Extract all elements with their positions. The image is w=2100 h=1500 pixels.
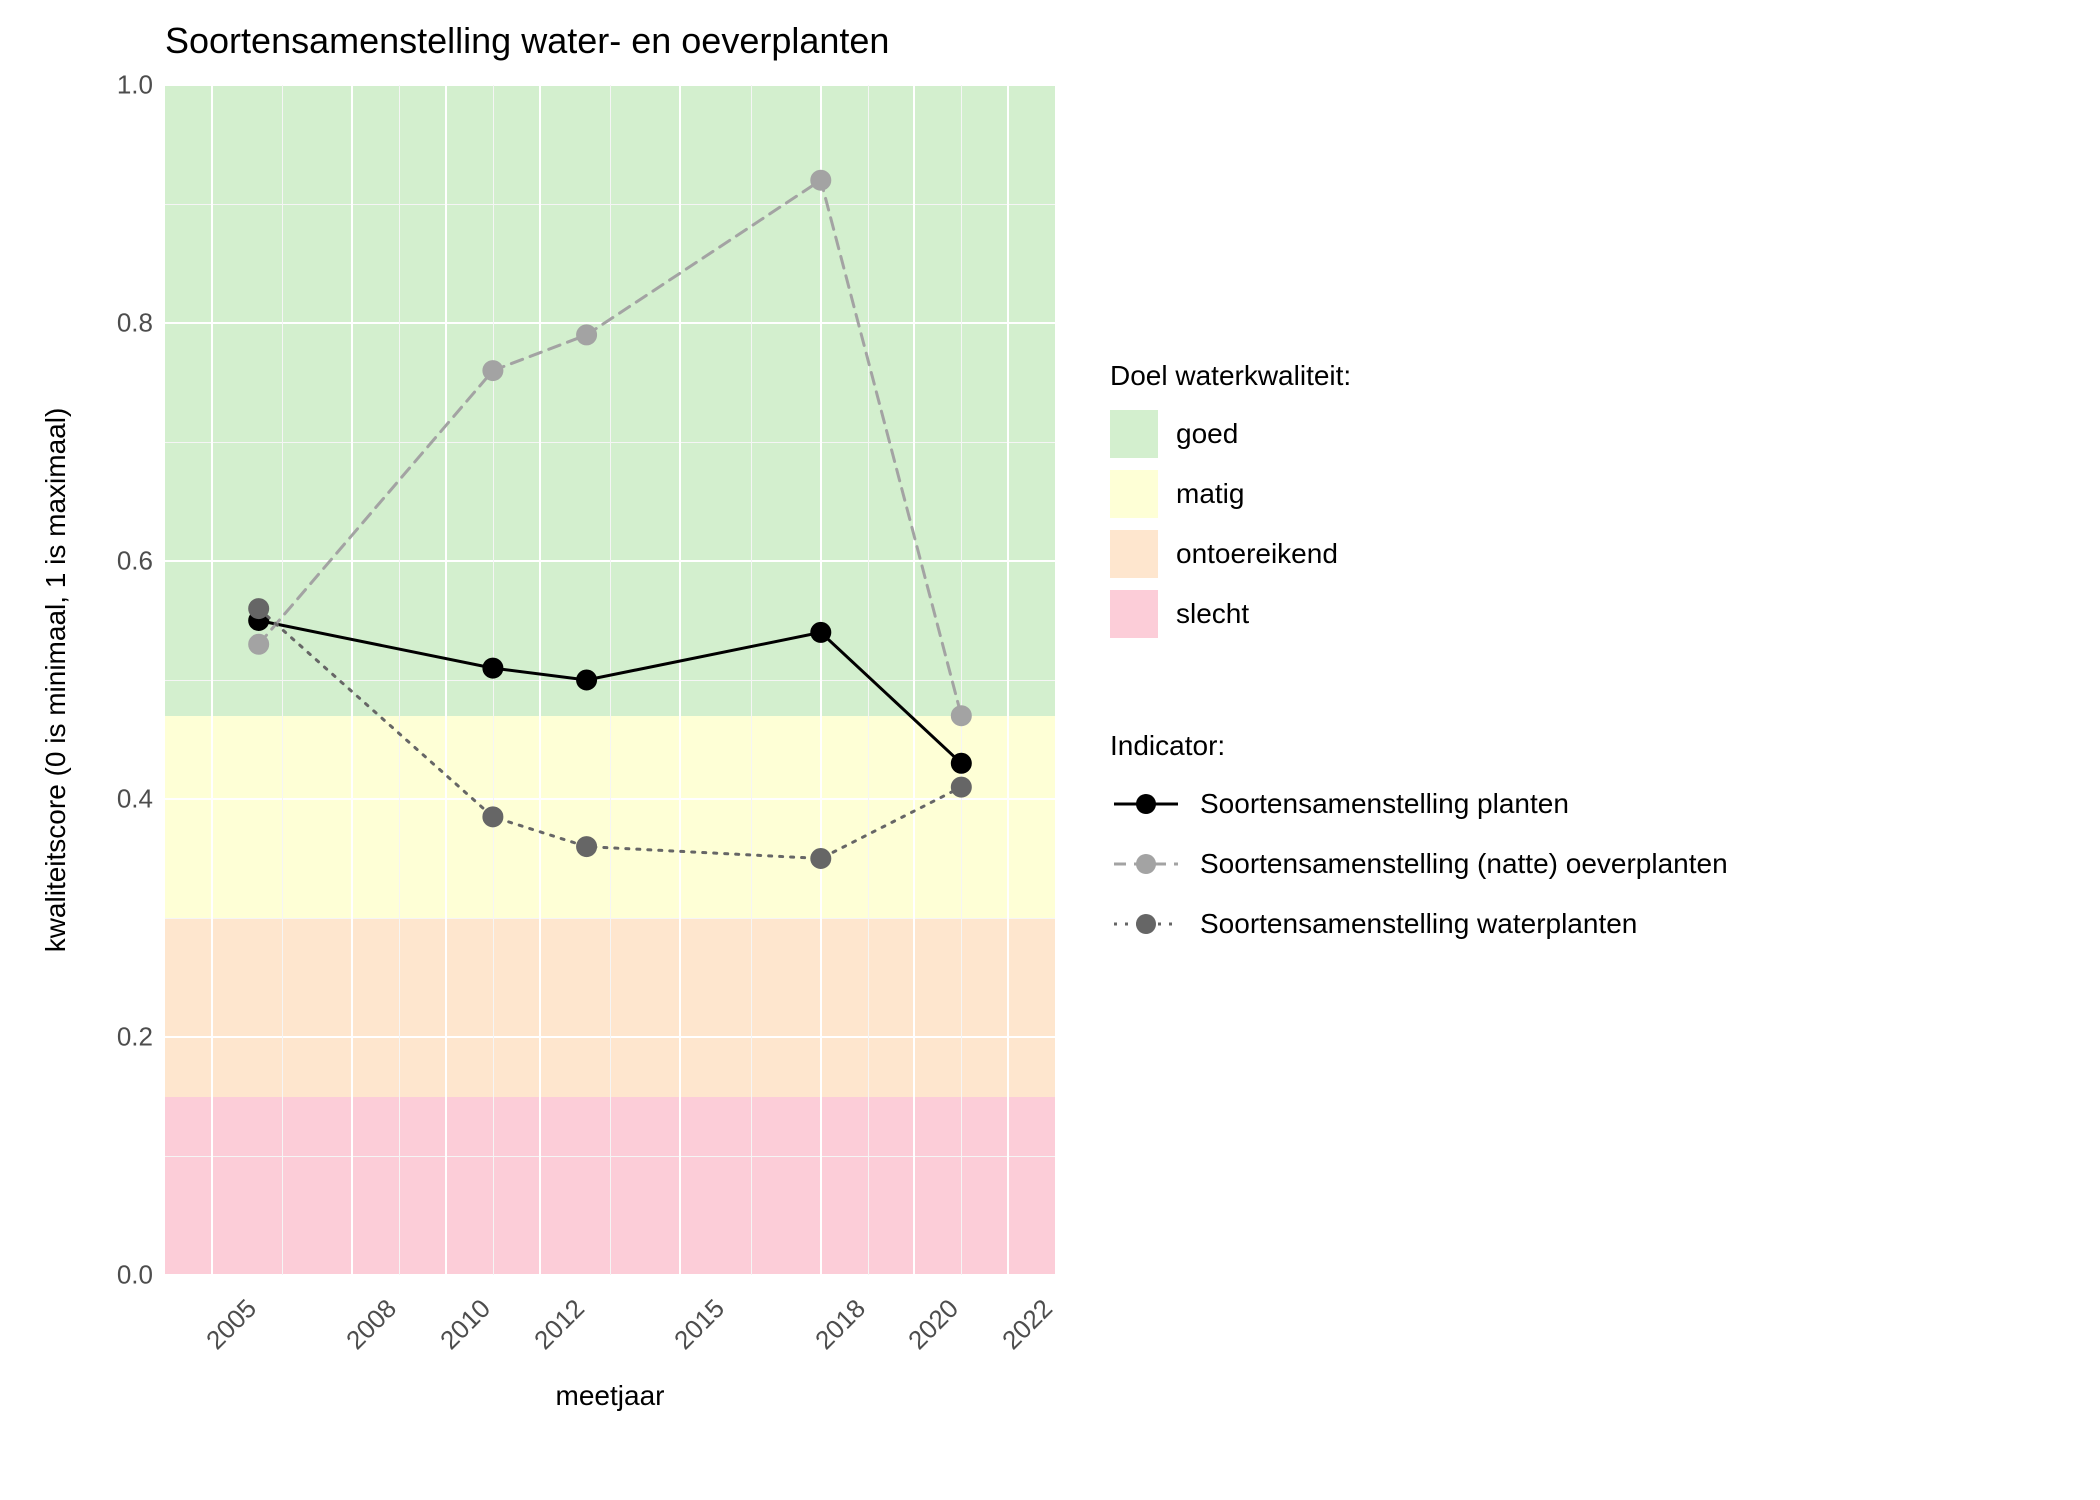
data-point — [951, 753, 971, 773]
legend-label: ontoereikend — [1176, 538, 1338, 570]
x-tick-label: 2005 — [200, 1293, 263, 1356]
chart-container: Soortensamenstelling water- en oeverplan… — [0, 0, 2100, 1500]
y-tick-label: 0.2 — [117, 1022, 153, 1053]
x-axis-label: meetjaar — [556, 1380, 665, 1412]
legend-label: Soortensamenstelling (natte) oeverplante… — [1200, 848, 1728, 880]
data-point — [577, 837, 597, 857]
legend-swatch — [1110, 590, 1158, 638]
data-point — [249, 599, 269, 619]
plot-area: 0.00.20.40.60.81.02005200820102012201520… — [165, 85, 1055, 1275]
data-point — [483, 807, 503, 827]
chart-title: Soortensamenstelling water- en oeverplan… — [165, 20, 889, 62]
data-point — [811, 170, 831, 190]
data-point — [577, 325, 597, 345]
legend-item-band: goed — [1110, 410, 1351, 458]
chart-lines-svg — [165, 85, 1055, 1275]
legend-item-series: Soortensamenstelling planten — [1110, 780, 1728, 828]
data-point — [951, 777, 971, 797]
legend-label: matig — [1176, 478, 1244, 510]
legend-line-swatch — [1110, 840, 1182, 888]
x-tick-label: 2015 — [668, 1293, 731, 1356]
legend-label: Soortensamenstelling planten — [1200, 788, 1569, 820]
data-point — [483, 361, 503, 381]
legend-title-quality: Doel waterkwaliteit: — [1110, 360, 1351, 392]
y-tick-label: 0.6 — [117, 546, 153, 577]
data-point — [249, 634, 269, 654]
legend-label: slecht — [1176, 598, 1249, 630]
data-point — [811, 849, 831, 869]
legend-item-band: slecht — [1110, 590, 1351, 638]
legend-quality-bands: Doel waterkwaliteit: goed matig ontoereike… — [1110, 360, 1351, 650]
series-line — [259, 180, 962, 716]
legend-line-swatch — [1110, 780, 1182, 828]
legend-swatch — [1110, 470, 1158, 518]
data-point — [577, 670, 597, 690]
legend-item-band: matig — [1110, 470, 1351, 518]
legend-title-indicator: Indicator: — [1110, 730, 1728, 762]
data-point — [483, 658, 503, 678]
legend-swatch — [1110, 410, 1158, 458]
series-line — [259, 609, 962, 859]
legend-label: Soortensamenstelling waterplanten — [1200, 908, 1637, 940]
x-tick-label: 2012 — [528, 1293, 591, 1356]
legend-line-swatch — [1110, 900, 1182, 948]
legend-item-series: Soortensamenstelling waterplanten — [1110, 900, 1728, 948]
x-tick-label: 2020 — [902, 1293, 965, 1356]
legend-item-series: Soortensamenstelling (natte) oeverplante… — [1110, 840, 1728, 888]
x-tick-label: 2010 — [434, 1293, 497, 1356]
legend-item-band: ontoereikend — [1110, 530, 1351, 578]
y-axis-label: kwaliteitscore (0 is minimaal, 1 is maxi… — [40, 408, 72, 953]
series-line — [259, 621, 962, 764]
data-point — [951, 706, 971, 726]
legend-indicators: Indicator: Soortensamenstelling planten S… — [1110, 730, 1728, 960]
y-tick-label: 0.0 — [117, 1260, 153, 1291]
legend-label: goed — [1176, 418, 1238, 450]
x-tick-label: 2008 — [340, 1293, 403, 1356]
data-point — [811, 622, 831, 642]
y-tick-label: 0.4 — [117, 784, 153, 815]
x-tick-label: 2022 — [996, 1293, 1059, 1356]
legend-swatch — [1110, 530, 1158, 578]
x-tick-label: 2018 — [809, 1293, 872, 1356]
y-tick-label: 0.8 — [117, 308, 153, 339]
y-tick-label: 1.0 — [117, 70, 153, 101]
